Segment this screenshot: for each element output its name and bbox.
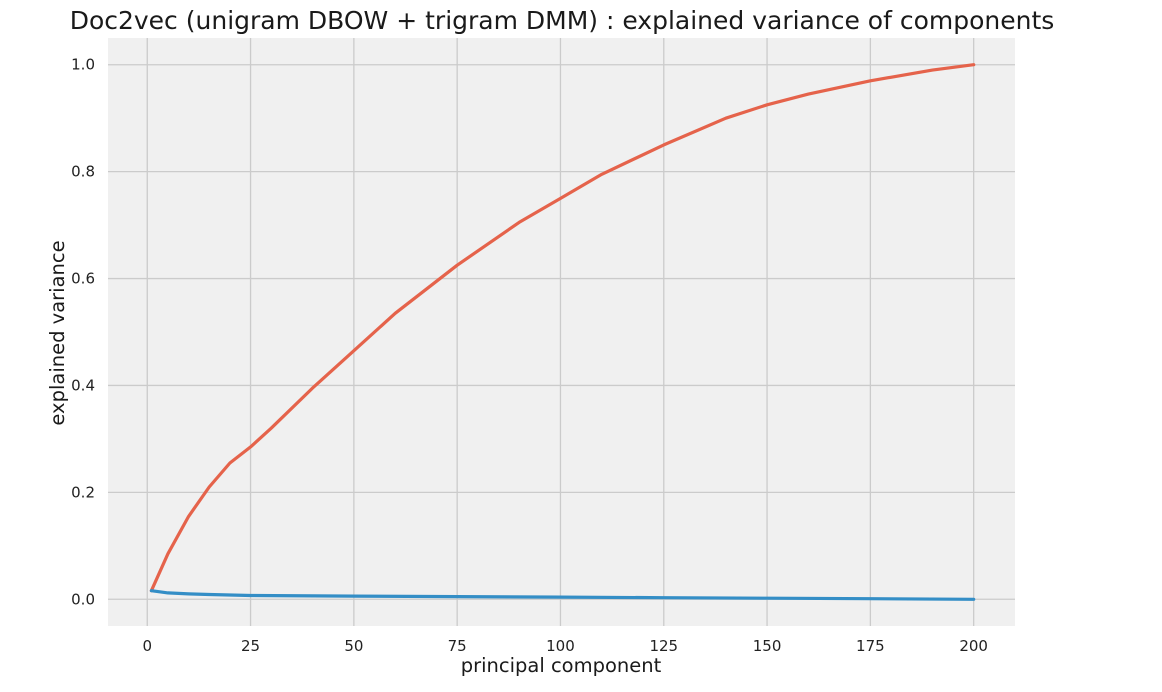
x-gridlines	[146, 38, 975, 626]
chart-title: Doc2vec (unigram DBOW + trigram DMM) : e…	[70, 6, 1055, 35]
cumulative-variance-line	[149, 63, 976, 593]
x-tick-label: 25	[241, 637, 260, 655]
component-variance-line	[149, 589, 976, 601]
y-tick-label: 1.0	[71, 56, 95, 74]
y-tick-label: 0.0	[71, 590, 95, 608]
x-tick-label: 75	[448, 637, 467, 655]
y-axis-label: explained variance	[46, 240, 69, 425]
x-tick-label: 0	[142, 637, 152, 655]
x-tick-label: 125	[649, 637, 678, 655]
y-tick-labels: 0.0 0.2 0.4 0.6 0.8 1.0	[71, 56, 95, 609]
x-axis-label: principal component	[461, 654, 662, 677]
x-tick-labels: 0 25 50 75 100 125 150 175 200	[142, 637, 988, 655]
x-tick-label: 150	[753, 637, 782, 655]
x-tick-label: 50	[344, 637, 363, 655]
y-tick-label: 0.6	[71, 270, 95, 288]
y-tick-label: 0.2	[71, 483, 95, 501]
x-tick-label: 200	[959, 637, 988, 655]
y-tick-label: 0.8	[71, 163, 95, 181]
x-tick-label: 100	[546, 637, 575, 655]
y-tick-label: 0.4	[71, 376, 95, 394]
series-layer	[149, 63, 976, 601]
x-tick-label: 175	[856, 637, 885, 655]
plot-area	[108, 38, 1015, 626]
